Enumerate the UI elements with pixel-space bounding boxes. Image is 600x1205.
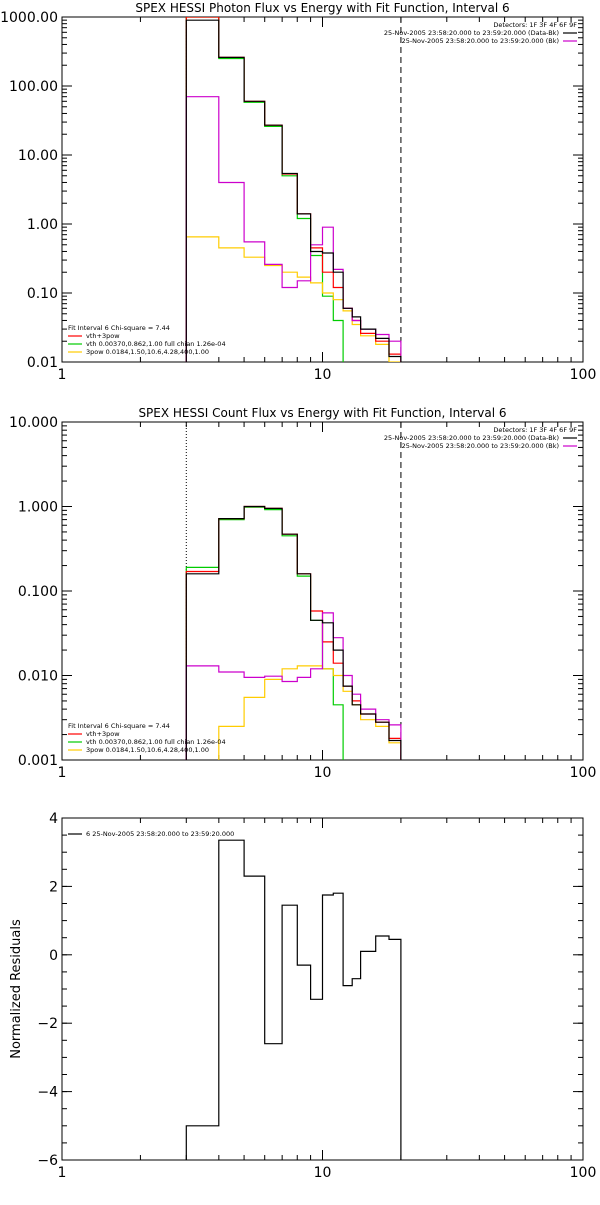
y-tick-label: −2 <box>37 1016 58 1032</box>
legend-entry: vth+3pow <box>86 332 120 340</box>
y-tick-label: 0.010 <box>18 669 58 685</box>
chart-panel-1: 1 10 100 1000.00 100.00 10.00 1.00 0.10 0.01 SPEX… <box>0 1 597 383</box>
info-line: 25-Nov-2005 23:58:20.000 to 23:59:20.000… <box>384 29 559 37</box>
y-tick-label: 0 <box>49 948 58 964</box>
chart-panel-2: 1 10 100 10.000 1.000 0.100 0.010 0.001 SPEX HES… <box>9 406 597 781</box>
y-tick-label: 1000.00 <box>0 10 58 26</box>
info-line: Detectors: 1F 3F 4F 6F 9F <box>493 426 577 434</box>
x-tick-label: 10 <box>314 367 332 383</box>
x-tick-label: 1 <box>58 1165 67 1181</box>
histogram-series-5 <box>185 19 402 362</box>
histogram-series-1 <box>185 839 402 1160</box>
y-tick-label: 1.00 <box>27 217 58 233</box>
y-tick-label: 10.000 <box>9 415 58 431</box>
x-tick-label: 10 <box>314 765 332 781</box>
histogram-series-4 <box>185 612 402 760</box>
y-tick-label: 0.01 <box>27 355 58 371</box>
plot-area <box>185 17 402 362</box>
histogram-series-1 <box>185 506 344 760</box>
x-tick-label: 1 <box>58 367 67 383</box>
y-tick-label: 10.00 <box>18 148 58 164</box>
info-line: 25-Nov-2005 23:58:20.000 to 23:59:20.000… <box>402 37 559 45</box>
legend-entry: 3pow 0.0184,1.50,10.6,4.28,400,1.00 <box>86 348 209 356</box>
y-axis-label: Normalized Residuals <box>9 919 24 1059</box>
y-tick-label: 4 <box>49 811 58 827</box>
y-tick-label: 0.100 <box>18 584 58 600</box>
y-tick-label: −6 <box>37 1153 58 1169</box>
legend-entry: vth 0.00370,0.862,1.00 full chian 1.26e-… <box>86 340 226 348</box>
chart-title: SPEX HESSI Photon Flux vs Energy with Fi… <box>135 1 509 15</box>
info-line: 25-Nov-2005 23:58:20.000 to 23:59:20.000… <box>402 442 559 450</box>
y-tick-label: −4 <box>37 1085 58 1101</box>
chart-panel-3: 1 10 100 4 2 0 −2 −4 −6 Normalized Residuals 6 25-… <box>9 811 597 1181</box>
y-tick-label: 0.001 <box>18 753 58 769</box>
y-tick-label: 1.000 <box>18 500 58 516</box>
histogram-series-5 <box>185 505 402 760</box>
plot-frame <box>61 16 584 363</box>
x-tick-label: 100 <box>570 367 597 383</box>
histogram-series-2 <box>185 236 402 362</box>
info-line: 25-Nov-2005 23:58:20.000 to 23:59:20.000… <box>384 434 559 442</box>
chart-title: SPEX HESSI Count Flux vs Energy with Fit… <box>138 406 506 420</box>
legend-entry: Fit Interval 6 Chi-square = 7.44 <box>68 722 170 730</box>
x-tick-label: 10 <box>314 1165 332 1181</box>
legend-entry: 3pow 0.0184,1.50,10.6,4.28,400,1.00 <box>86 746 209 754</box>
x-tick-label: 100 <box>570 765 597 781</box>
y-tick-label: 0.10 <box>27 286 58 302</box>
plot-area <box>185 839 402 1160</box>
plot-frame <box>61 421 584 761</box>
histogram-series-2 <box>218 665 402 760</box>
legend-entry: vth 0.00370,0.862,1.00 full chian 1.26e-… <box>86 738 226 746</box>
legend-entry: 6 25-Nov-2005 23:58:20.000 to 23:59:20.0… <box>86 830 234 838</box>
legend-entry: Fit Interval 6 Chi-square = 7.44 <box>68 324 170 332</box>
y-tick-label: 2 <box>49 879 58 895</box>
histogram-series-1 <box>185 17 344 362</box>
y-tick-label: 100.00 <box>9 79 58 95</box>
x-tick-label: 1 <box>58 765 67 781</box>
plot-area <box>185 505 402 760</box>
info-line: Detectors: 1F 3F 4F 6F 9F <box>493 21 577 29</box>
x-tick-label: 100 <box>570 1165 597 1181</box>
legend-entry: vth+3pow <box>86 730 120 738</box>
